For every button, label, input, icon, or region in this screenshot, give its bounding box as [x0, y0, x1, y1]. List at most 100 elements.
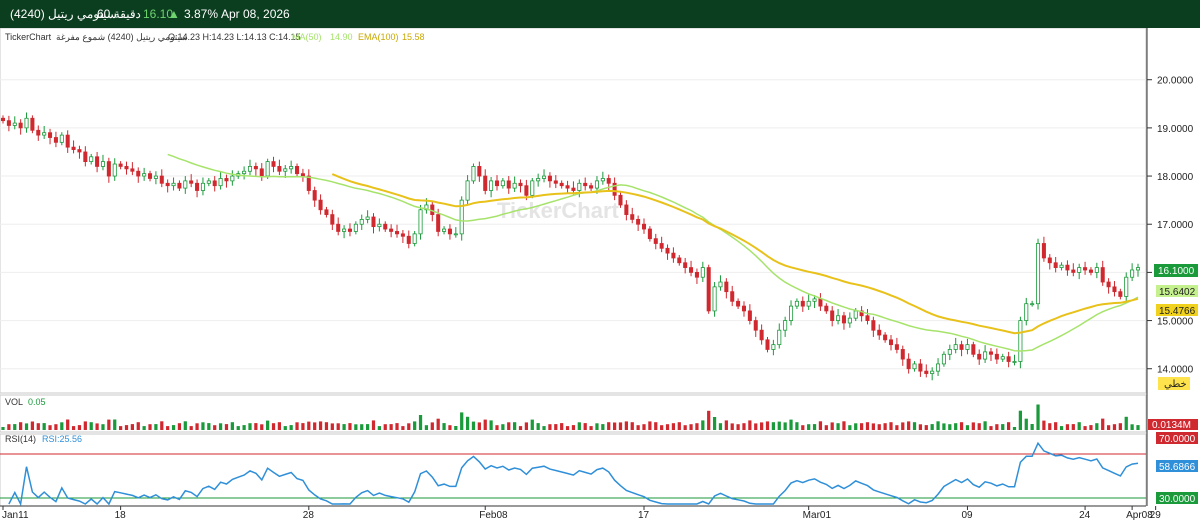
candle-down [1100, 267, 1105, 283]
interval-label[interactable]: 60 دقيقة [97, 7, 141, 21]
volume-bar [154, 424, 158, 430]
volume-bar [118, 426, 123, 430]
volume-bar [248, 423, 252, 430]
volume-bar [24, 423, 29, 430]
volume-bar [883, 423, 887, 430]
candle-down [524, 185, 529, 196]
candle-down [95, 156, 100, 167]
candle-down [394, 231, 400, 235]
volume-bar [460, 412, 464, 430]
candle-down [959, 344, 964, 350]
candle-down [624, 204, 629, 215]
volume-bar [907, 421, 911, 430]
candle-down [888, 339, 894, 346]
candle-down [736, 300, 741, 307]
volume-bar [1024, 418, 1028, 430]
volume-bar [895, 425, 899, 430]
volume-bar [401, 426, 405, 430]
rsi-upper-tag: 70.0000 [1159, 434, 1196, 445]
volume-bar [671, 423, 676, 430]
candle-down [765, 339, 770, 350]
volume-bar [530, 419, 534, 430]
volume-bar [954, 423, 958, 430]
volume-bar [330, 423, 334, 430]
legend-ema-label: EMA(100) [358, 32, 399, 42]
chart-canvas[interactable]: TickerChart سينومي ريتيل (4240) شموع مفر… [0, 28, 1200, 520]
candle-up [171, 182, 176, 187]
candle-down [389, 228, 394, 232]
time-tick-label: 28 [303, 510, 315, 520]
candle-up [365, 216, 370, 220]
volume-bar [436, 418, 440, 430]
volume-bar [683, 425, 687, 430]
volume-bar [859, 423, 864, 430]
volume-bar [524, 422, 529, 430]
volume-bar [1001, 424, 1005, 430]
volume-bar [54, 424, 58, 430]
volume-bar [983, 421, 987, 430]
volume-bar [542, 426, 546, 430]
volume-bar [824, 425, 828, 430]
volume-bar [383, 424, 387, 430]
volume-bar [701, 420, 705, 430]
candle-up [200, 182, 205, 191]
volume-bar [1106, 425, 1111, 430]
candle-down [659, 243, 664, 249]
candle-down [830, 310, 835, 321]
candle-up [24, 117, 29, 129]
volume-bar [948, 424, 952, 430]
volume-bar [1124, 416, 1128, 430]
candle-up [1024, 303, 1029, 321]
candle-down [641, 223, 647, 230]
legend-symbol: سينومي ريتيل (4240) شموع مفرغة [56, 32, 188, 43]
volume-bar [189, 426, 193, 430]
symbol-name[interactable]: سينومي ريتيل (4240) [10, 7, 117, 21]
volume-bar [42, 423, 46, 430]
candle-down [589, 185, 594, 189]
candle-up [1000, 356, 1005, 360]
candle-down [494, 180, 500, 187]
candle-up [777, 329, 782, 346]
volume-bar [336, 423, 340, 430]
rsi-upper-tag-bg [1156, 432, 1198, 444]
volume-bar [513, 422, 517, 430]
volume-bar [413, 421, 417, 430]
scale-button-bg[interactable] [1158, 377, 1190, 390]
candle-down [83, 151, 88, 163]
candle-up [1135, 267, 1141, 271]
volume-bar [771, 422, 776, 430]
candle-down [683, 262, 688, 268]
volume-bar [836, 423, 840, 430]
volume-bar [1083, 426, 1087, 430]
candle-up [12, 122, 17, 126]
time-tick-label: Apr08 [1126, 510, 1153, 520]
volume-bar [965, 425, 970, 430]
candle-down [30, 117, 35, 131]
volume-bar [207, 423, 211, 430]
up-arrow-icon: ▲ [168, 7, 180, 21]
rsi-line [8, 441, 1139, 507]
candle-down [724, 281, 729, 293]
volume-bar [518, 426, 523, 430]
volume-bar [1118, 423, 1122, 430]
volume-bar [989, 426, 993, 430]
ma-tag: 15.6402 [1159, 287, 1196, 298]
volume-bar [1089, 425, 1093, 430]
volume-bar [1130, 424, 1134, 430]
candle-up [283, 168, 288, 172]
scale-button[interactable]: خطي [1164, 379, 1187, 390]
candle-up [794, 300, 799, 307]
candle-down [630, 214, 635, 220]
candle-up [1059, 264, 1064, 268]
volume-bar [854, 423, 858, 430]
candle-down [894, 344, 899, 350]
ma50-line [167, 153, 1139, 352]
volume-bar [136, 422, 140, 430]
volume-bar [830, 422, 834, 430]
candle-down [871, 320, 876, 331]
volume-bar [1030, 424, 1034, 430]
candle-down [1071, 269, 1076, 273]
candle-down [1006, 356, 1011, 362]
candle-down [195, 182, 200, 191]
candle-down [253, 166, 258, 170]
